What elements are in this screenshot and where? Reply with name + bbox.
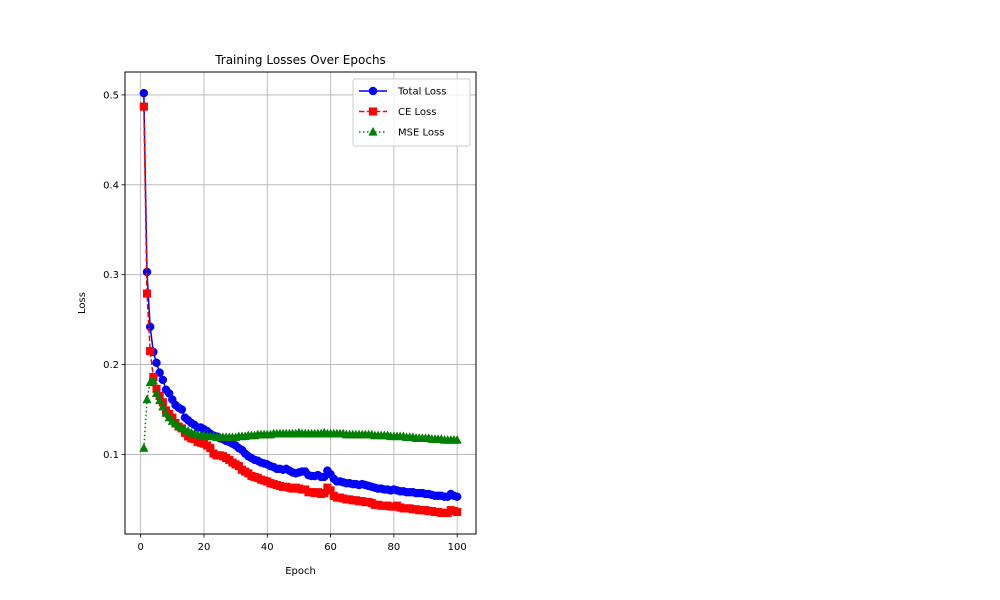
x-tick-label: 0 (137, 542, 143, 553)
total-loss-point (139, 88, 149, 98)
mse-loss-point (139, 443, 149, 452)
legend-marker-ce-loss (368, 107, 378, 116)
y-axis-title: Loss (77, 292, 88, 314)
axis-ticks: 0 20 40 60 80 100 0.1 0.2 0.3 0.4 0.5 (103, 90, 467, 553)
legend-frame (352, 78, 471, 147)
legend-label-ce-loss: CE Loss (398, 107, 436, 118)
x-tick-label: 80 (388, 542, 401, 553)
x-tick-label: 20 (198, 542, 211, 553)
legend-marker-mse-loss (368, 126, 378, 136)
series-group (139, 88, 462, 517)
total-loss-point (177, 405, 187, 414)
total-loss-point (158, 375, 168, 385)
legend-label-mse-loss: MSE Loss (398, 128, 444, 139)
plot-area-background (125, 72, 476, 534)
plot-area-frame (124, 71, 477, 535)
total-loss-series (139, 88, 462, 501)
total-loss-point (155, 368, 164, 377)
mse-loss-point (158, 401, 168, 411)
ce-loss-point (146, 347, 155, 356)
mse-loss-point (452, 434, 462, 444)
mse-loss-series (139, 375, 462, 452)
ce-loss-point (142, 289, 152, 298)
total-loss-point (152, 358, 161, 368)
legend-label-total-loss: Total Loss (397, 87, 446, 98)
y-tick-label: 0.2 (103, 360, 119, 371)
legend: Total Loss CE Loss MSE Loss (352, 78, 471, 147)
ce-loss-point (139, 102, 148, 111)
chart-title: Training Losses Over Epochs (214, 53, 386, 67)
ce-loss-point (453, 507, 462, 517)
y-tick-label: 0.1 (103, 450, 119, 461)
grid-lines (125, 72, 476, 534)
y-tick-label: 0.3 (103, 270, 119, 281)
y-tick-label: 0.5 (103, 90, 119, 101)
mse-loss-point (151, 388, 162, 397)
x-axis-title: Epoch (285, 566, 316, 577)
legend-marker-total-loss (368, 86, 378, 96)
mse-loss-point (155, 395, 165, 405)
total-loss-point (452, 492, 462, 501)
mse-loss-point (148, 375, 158, 385)
y-tick-label: 0.4 (103, 180, 119, 191)
x-tick-label: 60 (324, 542, 337, 553)
total-loss-point (145, 322, 155, 332)
x-tick-label: 100 (448, 542, 467, 553)
x-tick-label: 40 (261, 542, 274, 553)
mse-loss-point (142, 394, 152, 404)
